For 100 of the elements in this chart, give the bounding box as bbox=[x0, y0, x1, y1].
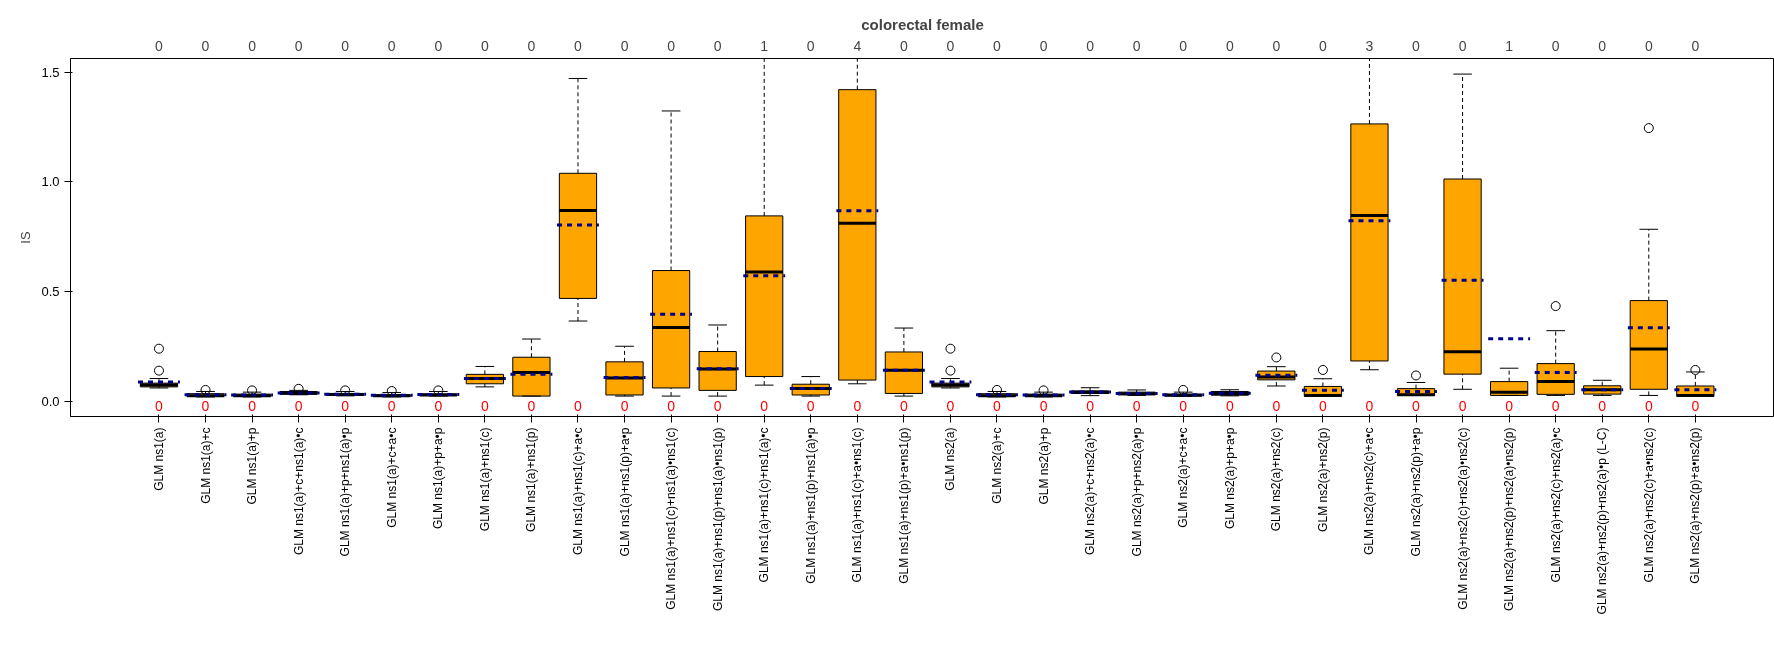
text: 0 bbox=[434, 37, 443, 54]
y-tick-label: 1.0 bbox=[41, 174, 60, 190]
x-tick-label: GLM ns1(a)+ns1(p)+ns1(a)•p bbox=[803, 427, 818, 584]
text: 0 bbox=[1551, 37, 1560, 54]
text: 0 bbox=[1458, 37, 1467, 54]
y-tick-label: 1.5 bbox=[41, 64, 60, 80]
text: 0 bbox=[1319, 37, 1327, 54]
y-axis-title: IS bbox=[18, 231, 34, 244]
text: 4 bbox=[853, 37, 862, 54]
text: 0 bbox=[620, 37, 629, 54]
annotation: 0 bbox=[387, 397, 396, 414]
text: 0 bbox=[713, 37, 722, 54]
x-tick-label: GLM ns2(a)+ns2(c) bbox=[1269, 427, 1284, 532]
annotation: 0 bbox=[341, 397, 350, 414]
annotation: 0 bbox=[853, 397, 862, 414]
annotation: 0 bbox=[1225, 397, 1234, 414]
annotation: 0 bbox=[248, 397, 257, 414]
x-tick-label: GLM ns2(a)+ns2(c)+a•ns2(c) bbox=[1641, 427, 1656, 583]
x-tick-label: GLM ns1(a)+ns1(p) bbox=[524, 427, 539, 532]
x-tick-label: GLM ns2(a)+ns2(p) bbox=[1315, 427, 1330, 532]
x-tick-label: GLM ns1(a)+c+ns1(a)•c bbox=[291, 427, 306, 556]
x-tick-label: GLM ns2(a)+ns2(c)+ns2(a)•ns2(c) bbox=[1455, 427, 1470, 610]
x-tick-label: GLM ns2(a)+ns2(p)+a•p bbox=[1409, 427, 1424, 557]
text: 0 bbox=[806, 37, 815, 54]
annotation: 0 bbox=[155, 397, 164, 414]
annotation: 0 bbox=[480, 397, 489, 414]
annotation: 0 bbox=[1272, 397, 1281, 414]
text: 0 bbox=[993, 37, 1002, 54]
text: 0 bbox=[1132, 37, 1141, 54]
x-tick-label: GLM ns1(a)+p+ns1(a)•p bbox=[338, 427, 353, 557]
x-tick-label: GLM ns1(a)+ns1(p)+a•p bbox=[617, 427, 632, 557]
text: 0 bbox=[248, 37, 257, 54]
x-tick-label: GLM ns2(a)+ns2(c)+a•c bbox=[1362, 427, 1377, 556]
annotation: 0 bbox=[1551, 397, 1560, 414]
text: 0 bbox=[1412, 37, 1421, 54]
x-tick-label: GLM ns1(a)+p+a•p bbox=[431, 427, 446, 530]
annotation: 0 bbox=[667, 397, 676, 414]
text: 0 bbox=[294, 37, 303, 54]
chart-title: colorectal female bbox=[861, 15, 984, 33]
annotation: 0 bbox=[1505, 397, 1514, 414]
text: 0 bbox=[387, 37, 396, 54]
text: 0 bbox=[1644, 37, 1653, 54]
x-tick-label: GLM ns2(a)+ns2(p)+ns2(a)•p (L-C) bbox=[1595, 427, 1610, 615]
annotation: 0 bbox=[620, 397, 629, 414]
annotation: 0 bbox=[806, 397, 815, 414]
x-tick-label: GLM ns1(a)+ns1(c)+a•c bbox=[570, 427, 585, 556]
x-tick-label: GLM ns2(a)+p+a•p bbox=[1222, 427, 1237, 530]
annotation: 0 bbox=[1039, 397, 1048, 414]
x-tick-label: GLM ns1(a)+c bbox=[198, 427, 213, 504]
x-tick-label: GLM ns2(a)+ns2(p)+a•ns2(p) bbox=[1688, 427, 1703, 584]
annotation: 0 bbox=[574, 397, 583, 414]
annotation: 0 bbox=[760, 397, 769, 414]
x-tick-label: GLM ns1(a)+ns1(c)+ns1(a)•ns1(c) bbox=[664, 427, 679, 610]
text: 0 bbox=[1086, 37, 1095, 54]
y-tick-label: 0.0 bbox=[41, 393, 60, 409]
x-tick-label: GLM ns2(a)+c+a•c bbox=[1176, 427, 1191, 528]
text: 0 bbox=[667, 37, 676, 54]
x-tick-label: GLM ns2(a)+c bbox=[989, 427, 1004, 504]
x-tick-label: GLM ns2(a)+ns2(c)+ns2(a)•c bbox=[1548, 427, 1563, 583]
text: 0 bbox=[1272, 37, 1281, 54]
annotation: 0 bbox=[1086, 397, 1095, 414]
text: 0 bbox=[1179, 37, 1188, 54]
text: 0 bbox=[1691, 37, 1700, 54]
text: 0 bbox=[899, 37, 908, 54]
annotation: 0 bbox=[946, 397, 955, 414]
text: 0 bbox=[1225, 37, 1234, 54]
annotation: 0 bbox=[993, 397, 1002, 414]
annotation: 0 bbox=[294, 397, 303, 414]
text: 1 bbox=[760, 37, 769, 54]
annotation: 0 bbox=[1132, 397, 1141, 414]
annotation: 0 bbox=[899, 397, 908, 414]
x-tick-label: GLM ns1(a)+c+a•c bbox=[384, 427, 399, 528]
text: 0 bbox=[527, 37, 536, 54]
x-tick-label: GLM ns2(a)+p+ns2(a)•p bbox=[1129, 427, 1144, 557]
text: 0 bbox=[946, 37, 955, 54]
x-tick-label: GLM ns1(a)+ns1(c) bbox=[477, 427, 492, 532]
x-tick-label: GLM ns2(a)+p bbox=[1036, 427, 1051, 505]
annotation: 0 bbox=[1598, 397, 1607, 414]
text: 0 bbox=[1039, 37, 1048, 54]
text: 0 bbox=[155, 37, 164, 54]
x-tick-label: GLM ns2(a) bbox=[943, 427, 958, 491]
x-tick-label: GLM ns1(a)+ns1(c)+a•ns1(c) bbox=[850, 427, 865, 583]
x-tick-label: GLM ns2(a)+c+ns2(a)•c bbox=[1083, 427, 1098, 556]
annotation: 0 bbox=[434, 397, 443, 414]
annotation: 0 bbox=[713, 397, 722, 414]
x-tick-label: GLM ns1(a)+ns1(p)+a•ns1(p) bbox=[896, 427, 911, 584]
annotation: 0 bbox=[1179, 397, 1188, 414]
annotation: 0 bbox=[1691, 397, 1700, 414]
text: 0 bbox=[341, 37, 350, 54]
x-tick-label: GLM ns1(a)+ns1(p)+ns1(a)•ns1(p) bbox=[710, 427, 725, 612]
text: 0 bbox=[480, 37, 489, 54]
annotation: 0 bbox=[1644, 397, 1653, 414]
x-tick-label: GLM ns2(a)+ns2(p)+ns2(a)•ns2(p) bbox=[1502, 427, 1517, 612]
annotation: 0 bbox=[527, 397, 536, 414]
annotation: 0 bbox=[1319, 397, 1327, 414]
x-tick-label: GLM ns1(a)+p bbox=[245, 427, 260, 505]
x-tick-label: GLM ns1(a) bbox=[151, 427, 166, 491]
x-tick-label: GLM ns1(a)+ns1(c)+ns1(a)•c bbox=[757, 427, 772, 583]
text: 3 bbox=[1365, 37, 1374, 54]
annotation: 0 bbox=[1412, 397, 1421, 414]
